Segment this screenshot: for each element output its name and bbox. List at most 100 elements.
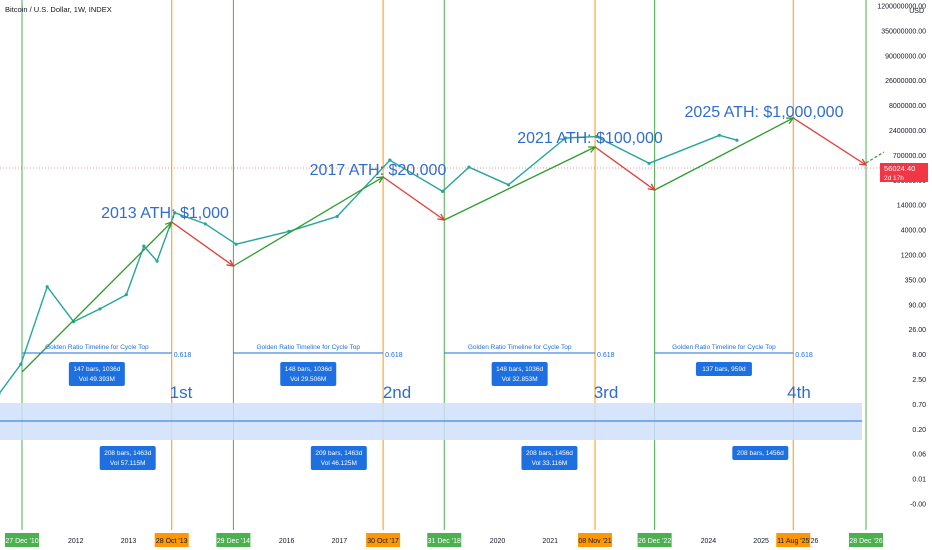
price-line xyxy=(0,134,738,394)
cycle-date-badge xyxy=(5,533,39,547)
price-point xyxy=(98,307,102,311)
bear-arrow xyxy=(171,221,234,267)
price-point xyxy=(564,136,568,140)
ath-label: 2017 ATH: $20,000 xyxy=(310,162,447,179)
fib-ratio: 0.618 xyxy=(385,352,403,359)
fib-stats-box xyxy=(695,362,752,376)
x-tick-label: 2016 xyxy=(279,538,295,545)
cycle-range-stat: 208 bars, 1456d xyxy=(737,450,784,457)
price-series xyxy=(0,133,739,396)
x-tick-label: 2025 xyxy=(753,538,769,545)
price-point xyxy=(335,214,339,219)
fib-stat: 148 bars, 1036d xyxy=(285,366,332,373)
cycle-range-stat: 209 bars, 1463d xyxy=(315,450,362,457)
fib-stats-box xyxy=(280,362,337,386)
fib-stats-box xyxy=(68,362,125,386)
cycle-range-stat: Vol 46.125M xyxy=(321,460,357,467)
ath-label: 2025 ATH: $1,000,000 xyxy=(685,104,844,121)
x-tick-label: 2020 xyxy=(490,538,506,545)
cycle-date-badge xyxy=(216,533,251,547)
ath-annotations: 2013 ATH: $1,000 2017 ATH: $20,000 2021 AT… xyxy=(101,104,843,222)
cycle-number: 3rd xyxy=(594,383,619,402)
y-tick-label: 0.01 xyxy=(912,477,926,484)
y-tick-label: 8.00 xyxy=(912,352,926,359)
fib-ratio: 0.618 xyxy=(597,352,615,359)
cycle-range-box xyxy=(99,446,156,470)
price-point xyxy=(594,135,598,139)
cycle-date-label: 28 Oct '13 xyxy=(156,538,188,545)
current-price-value: 56024.40 xyxy=(884,164,915,173)
price-point xyxy=(142,244,146,248)
price-point xyxy=(124,293,128,297)
fib-ratio: 0.618 xyxy=(174,352,192,359)
cycle-number: 4th xyxy=(787,383,811,402)
cycle-range-stat: Vol 33.116M xyxy=(532,460,568,467)
countdown-value: 2d 17h xyxy=(884,175,904,182)
cycle-date-label: 30 Oct '17 xyxy=(367,538,399,545)
current-price-badge xyxy=(880,163,928,182)
ath-label: 2021 ATH: $100,000 xyxy=(517,130,663,147)
price-point xyxy=(173,211,177,215)
cycle-date-badge xyxy=(637,533,672,547)
ath-label: 2013 ATH: $1,000 xyxy=(101,205,229,222)
cycle-date-badge xyxy=(776,533,811,547)
y-tick-label: 26000000.00 xyxy=(885,78,926,85)
fib-stat: 137 bars, 959d xyxy=(702,366,746,373)
fib-stat: Vol 49.393M xyxy=(79,376,115,383)
price-point xyxy=(155,259,159,263)
cycle-date-label: 08 Nov '21 xyxy=(578,538,611,545)
bull-arrow xyxy=(654,117,794,191)
cycle-range-stat: 208 bars, 1456d xyxy=(526,450,573,457)
y-tick-label: 1200.00 xyxy=(901,253,926,260)
bull-arrow xyxy=(233,176,384,267)
fib-label: Golden Ratio Timeline for Cycle Top xyxy=(45,344,149,351)
x-tick-label: 2017 xyxy=(332,538,348,545)
cycle-date-label: 29 Dec '14 xyxy=(217,538,250,545)
trend-arrows xyxy=(21,117,885,373)
x-tick-label: 2024 xyxy=(701,538,717,545)
cycle-range-labels: 208 bars, 1463d Vol 57.115M 209 bars, 1463… xyxy=(99,446,789,470)
price-point xyxy=(203,222,207,226)
y-tick-label: 14000.00 xyxy=(897,203,926,210)
chart-title: Bitcoin / U.S. Dollar, 1W, INDEX xyxy=(5,5,112,14)
bull-arrow-head xyxy=(786,117,795,124)
price-point xyxy=(467,165,471,169)
bull-arrow xyxy=(443,146,596,221)
y-tick-label: 26.00 xyxy=(908,327,926,334)
cycle-date-label: 31 Dec '18 xyxy=(428,538,461,545)
cycle-range-stat: Vol 57.115M xyxy=(110,460,146,467)
y-tick-label: 4000.00 xyxy=(901,228,926,235)
y-tick-label: 2400000.00 xyxy=(889,128,926,135)
cycle-number: 1st xyxy=(170,383,193,402)
cycle-date-badge xyxy=(366,533,401,547)
cycle-date-badge xyxy=(578,533,613,547)
y-tick-label: -0.00 xyxy=(910,502,926,509)
cycle-range-box xyxy=(732,446,789,460)
bull-arrow xyxy=(21,221,173,373)
x-tick-label: 2021 xyxy=(542,538,558,545)
cycle-range-box xyxy=(310,446,367,470)
x-axis: 27 Dec '10 28 Oct '13 29 Dec '14 30 Oct '17… xyxy=(5,533,883,547)
x-tick-label: 2013 xyxy=(121,538,137,545)
bear-arrow xyxy=(594,146,655,191)
y-tick-label: 350000000.00 xyxy=(881,28,926,35)
y-tick-label: 8000000.00 xyxy=(889,103,926,110)
fib-stat: 148 bars, 1036d xyxy=(496,366,543,373)
cycle-number-labels: 1st 2nd 3rd 4th xyxy=(170,383,811,402)
y-tick-label: 700000.00 xyxy=(893,153,926,160)
bull-arrow-head xyxy=(164,220,173,229)
y-tick-label: 90000000.00 xyxy=(885,53,926,60)
y-tick-label: 0.70 xyxy=(912,402,926,409)
x-tick-label: '26 xyxy=(809,538,818,545)
price-point xyxy=(19,362,23,366)
price-point xyxy=(717,133,721,137)
price-point xyxy=(647,161,651,165)
cycle-date-label: 27 Dec '10 xyxy=(5,538,38,545)
y-tick-label: 350.00 xyxy=(905,277,927,284)
bear-arrow xyxy=(382,176,445,221)
fib-ratio: 0.618 xyxy=(795,352,813,359)
y-tick-label: 0.20 xyxy=(912,427,926,434)
price-point xyxy=(45,285,49,289)
